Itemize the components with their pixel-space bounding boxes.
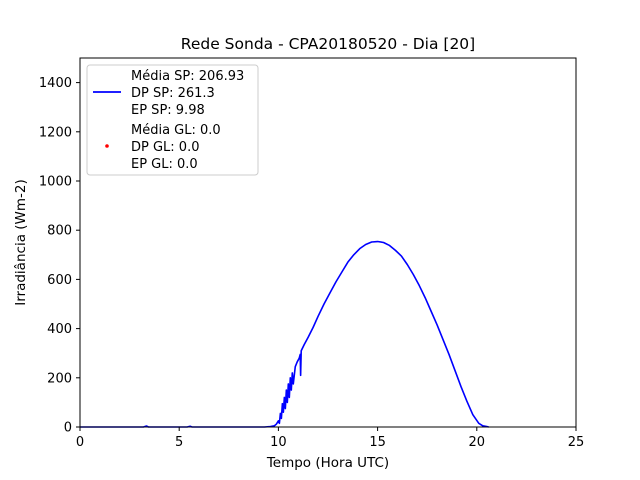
legend-sp-std: DP SP: 261.3 <box>131 86 215 101</box>
chart-title: Rede Sonda - CPA20180520 - Dia [20] <box>181 35 475 53</box>
series-line-sp <box>80 240 489 428</box>
x-axis: 0 5 10 15 20 25 <box>76 427 584 450</box>
legend-gl-std: DP GL: 0.0 <box>131 140 200 155</box>
x-axis-label: Tempo (Hora UTC) <box>266 455 389 471</box>
x-tick-label: 10 <box>270 435 287 450</box>
y-tick-label: 800 <box>47 224 72 239</box>
y-tick-label: 400 <box>47 322 72 337</box>
legend-gl-marker <box>105 144 109 148</box>
axes-frame <box>79 57 577 428</box>
legend: Média SP: 206.93 DP SP: 261.3 EP SP: 9.9… <box>86 64 259 176</box>
legend-gl-err: EP GL: 0.0 <box>131 157 198 172</box>
x-tick-label: 5 <box>175 435 183 450</box>
y-axis-label: Irradiância (Wm-2) <box>13 179 29 306</box>
y-tick-label: 0 <box>64 421 72 436</box>
y-tick-label: 1400 <box>39 76 72 91</box>
x-tick-label: 20 <box>469 435 486 450</box>
y-tick-label: 200 <box>47 371 72 386</box>
legend-sp-mean: Média SP: 206.93 <box>131 69 244 84</box>
x-tick-label: 25 <box>568 435 585 450</box>
legend-gl-mean: Média GL: 0.0 <box>131 123 221 138</box>
y-axis: 0 200 400 600 800 1000 1200 1400 <box>39 76 80 436</box>
legend-frame <box>86 64 259 176</box>
y-tick-label: 1200 <box>39 125 72 140</box>
y-tick-label: 600 <box>47 273 72 288</box>
y-tick-label: 1000 <box>39 175 72 190</box>
plot-area <box>80 240 489 428</box>
x-tick-label: 15 <box>369 435 386 450</box>
x-tick-label: 0 <box>76 435 84 450</box>
legend-sp-err: EP SP: 9.98 <box>131 103 205 118</box>
